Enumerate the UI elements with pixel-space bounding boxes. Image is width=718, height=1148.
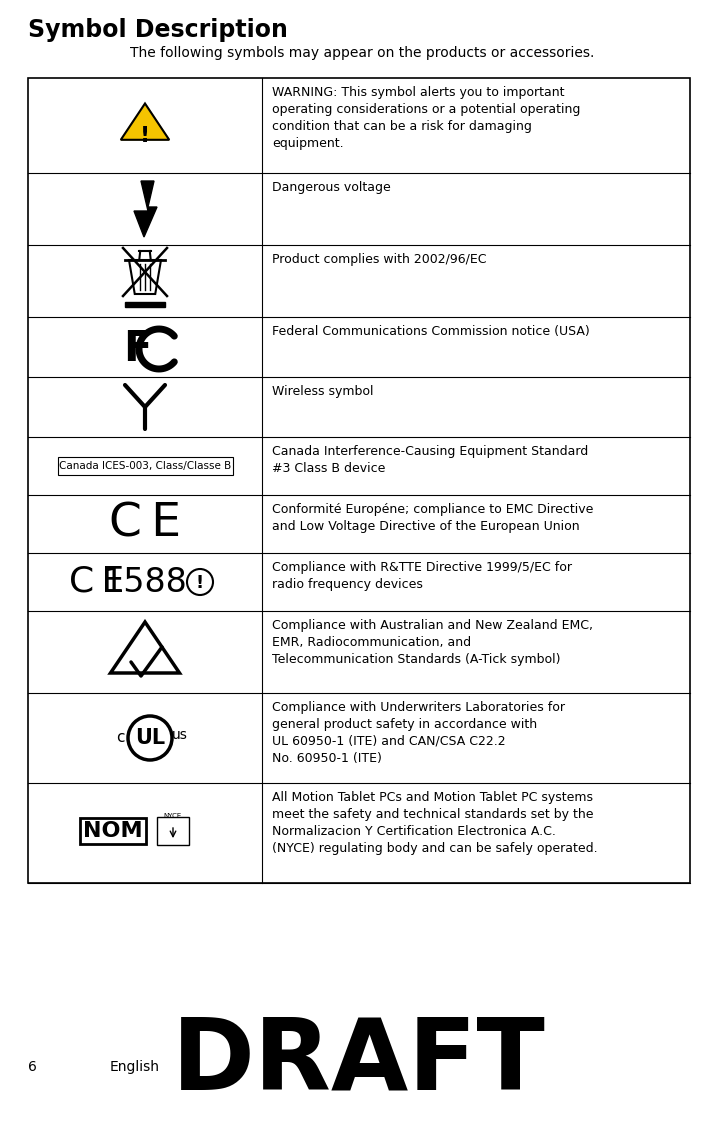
Bar (28, 78, 690, 883)
Text: C E: C E (109, 502, 181, 546)
Text: c: c (116, 730, 124, 745)
Text: us: us (172, 728, 188, 742)
Text: Dangerous voltage: Dangerous voltage (272, 181, 391, 194)
Text: F: F (123, 328, 151, 370)
Text: English: English (110, 1060, 160, 1075)
Text: 6: 6 (28, 1060, 37, 1075)
Text: The following symbols may appear on the products or accessories.: The following symbols may appear on the … (130, 46, 595, 60)
Text: Conformité Européne; compliance to EMC Directive
and Low Voltage Directive of th: Conformité Européne; compliance to EMC D… (272, 503, 593, 533)
Text: Federal Communications Commission notice (USA): Federal Communications Commission notice… (272, 325, 589, 338)
Text: Compliance with Underwriters Laboratories for
general product safety in accordan: Compliance with Underwriters Laboratorie… (272, 701, 565, 765)
Text: NOM: NOM (83, 821, 143, 841)
Text: C E: C E (70, 565, 125, 599)
Text: Compliance with R&TTE Directive 1999/5/EC for
radio frequency devices: Compliance with R&TTE Directive 1999/5/E… (272, 561, 572, 591)
Text: Symbol Description: Symbol Description (28, 18, 288, 42)
Text: DRAFT: DRAFT (172, 1013, 546, 1110)
Text: !: ! (140, 125, 150, 146)
Polygon shape (121, 103, 169, 140)
Text: NYCE: NYCE (164, 813, 182, 819)
Text: Wireless symbol: Wireless symbol (272, 385, 373, 398)
Text: Product complies with 2002/96/EC: Product complies with 2002/96/EC (272, 253, 487, 266)
Text: UL: UL (135, 728, 165, 748)
Text: Compliance with Australian and New Zealand EMC,
EMR, Radiocommunication, and
Tel: Compliance with Australian and New Zeala… (272, 619, 593, 666)
Bar (125, 302, 165, 307)
Text: Canada ICES-003, Class/Classe B: Canada ICES-003, Class/Classe B (59, 461, 231, 471)
Text: WARNING: This symbol alerts you to important
operating considerations or a poten: WARNING: This symbol alerts you to impor… (272, 86, 580, 150)
Polygon shape (134, 181, 157, 236)
Text: Canada Interference-Causing Equipment Standard
#3 Class B device: Canada Interference-Causing Equipment St… (272, 445, 588, 475)
Bar (157, 817, 189, 845)
Bar (58, 457, 233, 475)
Text: 1588: 1588 (103, 566, 187, 598)
Text: All Motion Tablet PCs and Motion Tablet PC systems
meet the safety and technical: All Motion Tablet PCs and Motion Tablet … (272, 791, 597, 855)
Text: !: ! (196, 574, 204, 592)
